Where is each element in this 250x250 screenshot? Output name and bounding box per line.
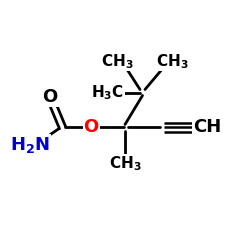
Text: $\mathregular{CH_3}$: $\mathregular{CH_3}$ (101, 52, 134, 70)
Text: $\mathregular{H_3C}$: $\mathregular{H_3C}$ (91, 83, 124, 102)
Text: CH: CH (193, 118, 222, 136)
Text: $\mathregular{CH_3}$: $\mathregular{CH_3}$ (109, 154, 141, 173)
Text: O: O (42, 88, 58, 106)
Text: O: O (84, 118, 99, 136)
Text: $\mathregular{H_2N}$: $\mathregular{H_2N}$ (10, 135, 50, 155)
Text: $\mathregular{CH_3}$: $\mathregular{CH_3}$ (156, 52, 189, 70)
